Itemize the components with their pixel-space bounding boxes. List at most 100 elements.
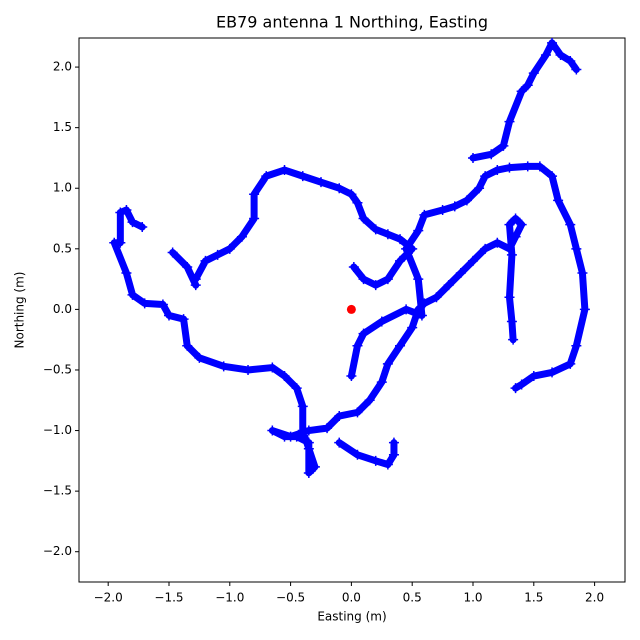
- marker: [516, 379, 527, 390]
- plot-area: [109, 38, 590, 478]
- marker: [352, 340, 363, 351]
- marker: [407, 322, 418, 333]
- marker: [382, 459, 393, 470]
- marker: [455, 268, 466, 279]
- marker: [370, 224, 381, 235]
- marker: [547, 367, 558, 378]
- marker: [127, 217, 138, 228]
- y-tick-label: −1.0: [43, 423, 72, 437]
- marker: [243, 364, 254, 375]
- marker: [297, 401, 308, 412]
- marker: [571, 64, 582, 75]
- x-tick-label: 1.5: [524, 591, 543, 605]
- x-tick-label: −0.5: [276, 591, 305, 605]
- marker: [358, 274, 369, 285]
- marker: [449, 201, 460, 212]
- marker: [577, 268, 588, 279]
- x-tick-label: 2.0: [585, 591, 604, 605]
- marker: [224, 243, 235, 254]
- marker: [382, 274, 393, 285]
- marker: [261, 171, 272, 182]
- marker: [303, 425, 314, 436]
- marker: [352, 449, 363, 460]
- y-axis-label: Northing (m): [13, 272, 27, 349]
- marker: [121, 268, 132, 279]
- chart-title: EB79 antenna 1 Northing, Easting: [216, 13, 488, 32]
- marker: [303, 437, 314, 448]
- plot-frame: [78, 37, 626, 583]
- marker: [498, 140, 509, 151]
- marker: [555, 49, 566, 60]
- marker: [382, 229, 393, 240]
- marker: [437, 205, 448, 216]
- marker: [504, 243, 515, 254]
- marker: [579, 304, 590, 315]
- marker: [285, 431, 296, 442]
- marker: [303, 467, 314, 478]
- marker: [139, 298, 150, 309]
- marker: [334, 411, 345, 422]
- marker: [279, 371, 290, 382]
- marker: [249, 189, 260, 200]
- marker: [322, 423, 333, 434]
- marker: [370, 280, 381, 291]
- marker: [127, 289, 138, 300]
- marker: [510, 383, 521, 394]
- marker: [395, 234, 406, 245]
- marker: [553, 195, 564, 206]
- marker: [504, 292, 515, 303]
- y-tick-label: −2.0: [43, 544, 72, 558]
- marker: [370, 455, 381, 466]
- marker: [346, 371, 357, 382]
- marker: [565, 358, 576, 369]
- marker: [388, 437, 399, 448]
- marker: [492, 237, 503, 248]
- marker: [480, 171, 491, 182]
- marker: [121, 205, 132, 216]
- marker: [309, 461, 320, 472]
- marker: [419, 298, 430, 309]
- x-tick-label: −1.0: [215, 591, 244, 605]
- marker: [212, 249, 223, 260]
- marker: [474, 183, 485, 194]
- marker: [461, 195, 472, 206]
- marker: [571, 340, 582, 351]
- marker: [443, 280, 454, 291]
- marker: [528, 371, 539, 382]
- marker: [401, 304, 412, 315]
- marker: [382, 358, 393, 369]
- marker: [540, 49, 551, 60]
- marker: [358, 328, 369, 339]
- y-tick-label: −0.5: [43, 362, 72, 376]
- marker: [358, 213, 369, 224]
- marker: [395, 340, 406, 351]
- marker: [480, 243, 491, 254]
- y-tick-label: 1.5: [53, 120, 72, 134]
- marker: [486, 149, 497, 160]
- marker: [194, 352, 205, 363]
- marker: [200, 255, 211, 266]
- y-tick-label: −1.5: [43, 484, 72, 498]
- marker: [492, 165, 503, 176]
- marker: [137, 222, 148, 233]
- marker: [267, 362, 278, 373]
- marker: [291, 383, 302, 394]
- marker: [218, 361, 229, 372]
- marker: [163, 310, 174, 321]
- marker: [508, 334, 519, 345]
- marker: [334, 183, 345, 194]
- marker: [571, 243, 582, 254]
- marker: [534, 161, 545, 172]
- marker: [510, 213, 521, 224]
- marker: [413, 274, 424, 285]
- marker: [115, 207, 126, 218]
- marker: [565, 219, 576, 230]
- marker: [522, 80, 533, 91]
- y-tick-label: 0.0: [53, 302, 72, 316]
- marker: [249, 213, 260, 224]
- marker: [352, 407, 363, 418]
- trajectory: [110, 39, 589, 477]
- x-tick-label: 1.0: [463, 591, 482, 605]
- marker: [157, 299, 168, 310]
